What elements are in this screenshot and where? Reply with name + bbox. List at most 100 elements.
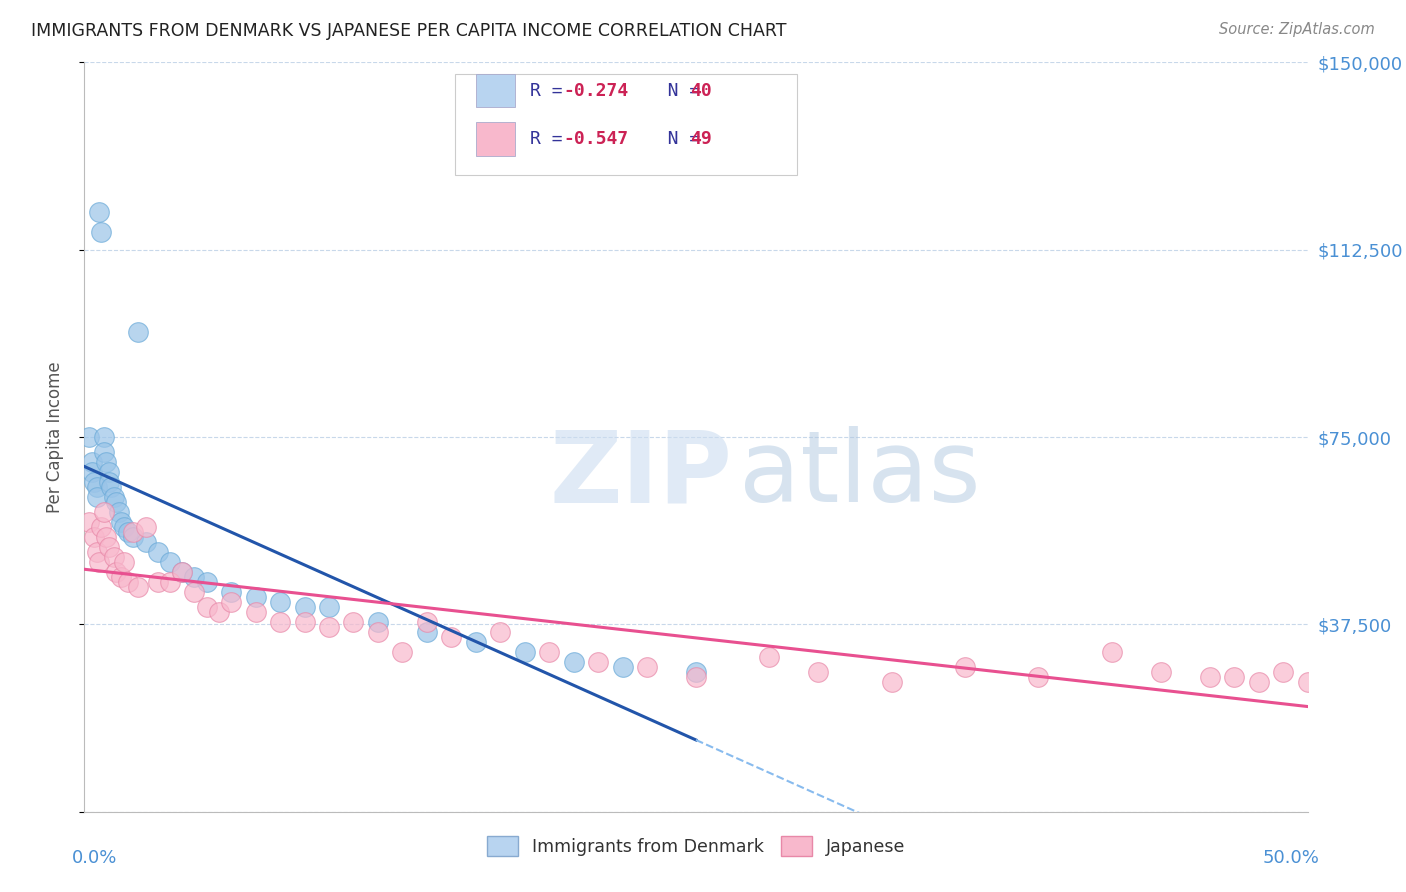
Point [112,520,135,534]
Point [489,624,512,639]
Point [183,570,205,584]
Point [103,549,125,564]
Text: 49: 49 [690,130,711,148]
Point [127,580,149,594]
Text: N =: N = [636,130,711,148]
Point [77,515,100,529]
Point [219,595,242,609]
Point [1223,670,1246,684]
Text: 0.0%: 0.0% [72,849,118,867]
Text: N =: N = [636,81,711,100]
Text: R =: R = [530,81,574,100]
Point [97,540,120,554]
Point [172,565,194,579]
Point [135,535,157,549]
Point [1150,665,1173,679]
Point [513,645,536,659]
Point [440,630,463,644]
Point [416,615,439,629]
Point [93,445,115,459]
Point [135,520,157,534]
Point [87,205,110,219]
Point [83,475,105,489]
Point [103,490,125,504]
FancyBboxPatch shape [475,122,515,156]
Text: IMMIGRANTS FROM DENMARK VS JAPANESE PER CAPITA INCOME CORRELATION CHART: IMMIGRANTS FROM DENMARK VS JAPANESE PER … [31,22,786,40]
Point [87,555,110,569]
Point [105,495,128,509]
Point [110,570,132,584]
Point [318,620,340,634]
Text: atlas: atlas [738,426,980,523]
Point [464,635,486,649]
Point [269,595,291,609]
Point [159,555,181,569]
Text: -0.547: -0.547 [564,130,628,148]
Point [1028,670,1050,684]
Point [953,660,976,674]
Point [318,599,340,614]
Point [122,524,145,539]
Point [83,530,105,544]
Text: R =: R = [530,130,574,148]
Point [367,624,389,639]
Point [127,325,149,339]
Point [685,670,707,684]
Point [195,599,218,614]
Point [96,455,118,469]
Point [636,660,658,674]
Point [807,665,830,679]
Point [208,605,231,619]
Point [77,430,100,444]
Point [367,615,389,629]
Point [294,615,316,629]
Point [612,660,634,674]
Text: 50.0%: 50.0% [1263,849,1320,867]
Legend: Immigrants from Denmark, Japanese: Immigrants from Denmark, Japanese [479,829,912,863]
FancyBboxPatch shape [475,74,515,107]
Point [96,530,118,544]
Point [117,574,139,589]
Point [107,505,129,519]
Point [159,574,181,589]
Point [269,615,291,629]
Point [80,455,103,469]
Point [172,565,194,579]
Point [342,615,364,629]
Point [97,475,120,489]
Text: ZIP: ZIP [550,426,733,523]
Point [219,585,242,599]
Point [93,505,115,519]
Point [685,665,707,679]
Point [195,574,218,589]
Point [1296,674,1319,689]
Point [93,430,115,444]
Y-axis label: Per Capita Income: Per Capita Income [45,361,63,513]
Text: 40: 40 [690,81,711,100]
Point [90,520,112,534]
Point [80,465,103,479]
Point [86,490,108,504]
Point [1247,674,1270,689]
Point [146,574,169,589]
Point [1101,645,1123,659]
Point [1198,670,1220,684]
Point [391,645,413,659]
Point [245,605,267,619]
Point [245,590,267,604]
Point [1272,665,1295,679]
Point [100,480,122,494]
Point [97,465,120,479]
Point [538,645,561,659]
Point [86,480,108,494]
FancyBboxPatch shape [456,74,797,175]
Point [105,565,128,579]
Point [562,655,585,669]
Point [112,555,135,569]
Text: Source: ZipAtlas.com: Source: ZipAtlas.com [1219,22,1375,37]
Point [117,524,139,539]
Text: -0.274: -0.274 [564,81,628,100]
Point [586,655,609,669]
Point [86,545,108,559]
Point [122,530,145,544]
